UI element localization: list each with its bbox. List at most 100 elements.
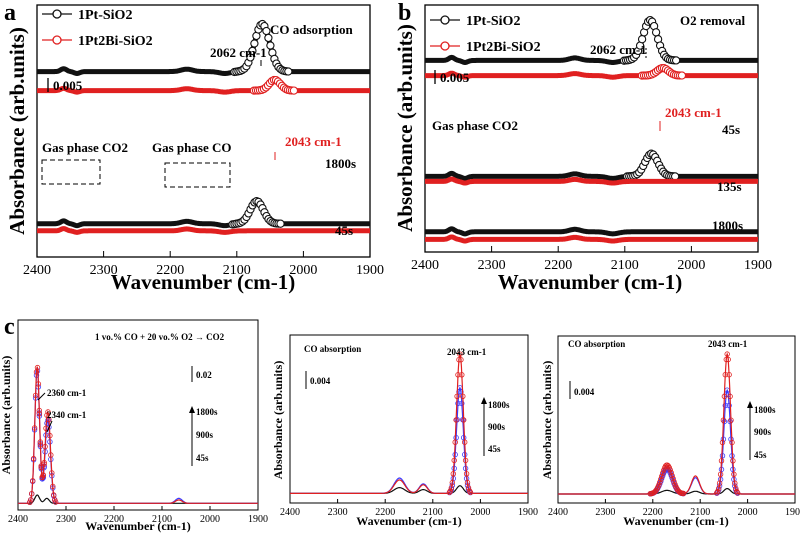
- series-marker: [734, 490, 741, 496]
- peak-label-c2: 2043 cm-1: [447, 347, 487, 357]
- series-marker: [726, 402, 732, 409]
- time-label-45s-c3: 45s: [754, 450, 767, 460]
- x-tick-label: 2200: [375, 507, 395, 518]
- series-marker: [728, 436, 734, 442]
- series-line: [423, 151, 760, 181]
- series-marker: [47, 432, 53, 439]
- legend-b: 1Pt-SiO2 1Pt2Bi-SiO2: [430, 14, 541, 55]
- panel-letter-c: c: [4, 314, 15, 340]
- series-marker: [726, 372, 732, 378]
- x-tick-label: 2000: [738, 507, 758, 518]
- series-marker: [669, 473, 675, 479]
- series-marker: [465, 485, 472, 491]
- panel-letter-b: b: [398, 0, 411, 26]
- y-axis-title-c3: Absorbance (arb.units): [540, 361, 554, 480]
- time-label-900s-c3: 900s: [754, 427, 772, 437]
- series-marker: [729, 439, 735, 446]
- time-label-1800s-c2: 1800s: [488, 400, 510, 410]
- x-tick-label: 2200: [104, 514, 124, 525]
- x-tick-label: 2000: [470, 507, 490, 518]
- x-tick-label: 2200: [156, 263, 184, 278]
- x-tick-label: 2100: [423, 507, 443, 518]
- x-tick-label: 2400: [548, 507, 568, 518]
- series-marker: [725, 356, 731, 363]
- x-tick-label: 2300: [478, 258, 506, 273]
- series-marker: [46, 416, 52, 423]
- plot-frame-c3: [557, 335, 796, 504]
- x-tick-label: 1900: [248, 514, 268, 525]
- y-axis-title-c2: Absorbance (arb.units): [271, 361, 285, 480]
- series-line: [423, 226, 760, 237]
- series-marker: [733, 485, 739, 492]
- series-marker: [457, 351, 463, 357]
- peak-arrow-2340-c1: [46, 420, 53, 433]
- series-marker: [671, 479, 677, 485]
- time-arrowhead-c2: [481, 397, 487, 404]
- series-marker: [719, 439, 726, 446]
- series-marker: [728, 417, 734, 423]
- series-marker: [715, 488, 721, 495]
- traces-b: [423, 15, 760, 244]
- x-tick-label: 2300: [595, 507, 615, 518]
- series-marker: [458, 357, 464, 363]
- x-tick-label: 2000: [289, 263, 317, 278]
- series-marker: [463, 471, 470, 477]
- series-marker: [36, 407, 42, 414]
- legend-marker-pt-a: [52, 9, 62, 19]
- x-tick-label: 2400: [8, 514, 28, 525]
- series-marker: [449, 479, 455, 486]
- series-marker: [30, 455, 37, 462]
- series-marker: [670, 476, 676, 482]
- x-axis-title-text-a: Wavenumber (cm-1): [111, 270, 296, 294]
- series-marker: [721, 393, 728, 400]
- time-label-1800s-a: 1800s: [325, 156, 356, 171]
- series-marker: [284, 67, 293, 76]
- series-marker: [722, 372, 728, 378]
- x-ticks-c1: 2400 2300 2200 2100 2000 1900: [8, 506, 268, 525]
- x-tick-label: 2100: [152, 514, 172, 525]
- x-tick-label: 2300: [56, 514, 76, 525]
- peak-label-ptbi-b: 2043 cm-1: [665, 105, 722, 120]
- series-marker: [262, 26, 271, 36]
- series-marker: [454, 393, 460, 399]
- series-marker: [657, 479, 663, 485]
- x-tick-label: 2200: [643, 507, 663, 518]
- legend-marker-ptbi-a: [52, 35, 62, 45]
- x-tick-label: 1900: [518, 507, 538, 518]
- scale-bar-label-c1: 0.02: [196, 370, 212, 380]
- series-marker: [656, 482, 662, 488]
- series-marker: [250, 39, 259, 48]
- series-marker: [37, 439, 43, 445]
- x-ticks-c2: 2400 2300 2200 2100 2000 1900: [280, 499, 538, 518]
- series-marker: [248, 46, 257, 56]
- panel-c1: 2400 2300 2200 2100 2000 1900 Wavenumber (cm-…: [0, 319, 268, 533]
- y-axis-title-c1: Absorbance (arb.units): [0, 356, 13, 475]
- series-marker: [37, 442, 44, 448]
- series-marker: [716, 485, 722, 492]
- series-line: [35, 77, 372, 95]
- scale-bar-label-c2: 0.004: [310, 376, 331, 386]
- chart-title-b: O2 removal: [680, 13, 745, 28]
- time-label-1800s-c3: 1800s: [754, 405, 776, 415]
- series-marker: [460, 393, 466, 399]
- x-tick-label: 1900: [356, 263, 384, 278]
- x-ticks-c3: 2400 2300 2200 2100 2000 1900: [548, 499, 800, 518]
- x-tick-label: 2300: [328, 507, 348, 518]
- peak-arrow-2360-c1: [37, 392, 46, 401]
- series-marker: [44, 412, 50, 418]
- series-marker: [667, 467, 673, 473]
- gas-co-box-a: [164, 162, 231, 188]
- series-marker: [452, 439, 458, 445]
- peak-label-2340-c1: 2340 cm-1: [47, 410, 87, 420]
- series-marker: [31, 425, 38, 431]
- legend-label-ptbi-a: 1Pt2Bi-SiO2: [78, 34, 153, 49]
- x-tick-label: 1900: [785, 507, 800, 518]
- series-marker: [660, 470, 666, 476]
- series-marker: [459, 400, 465, 407]
- time-arrowhead-c1: [189, 406, 195, 413]
- time-label-45s-c2: 45s: [488, 444, 501, 454]
- x-axis-title-text-b: Wavenumber (cm-1): [498, 270, 683, 294]
- x-tick-label: 1900: [744, 258, 772, 273]
- gas-co2-label-b: Gas phase CO2: [432, 118, 518, 133]
